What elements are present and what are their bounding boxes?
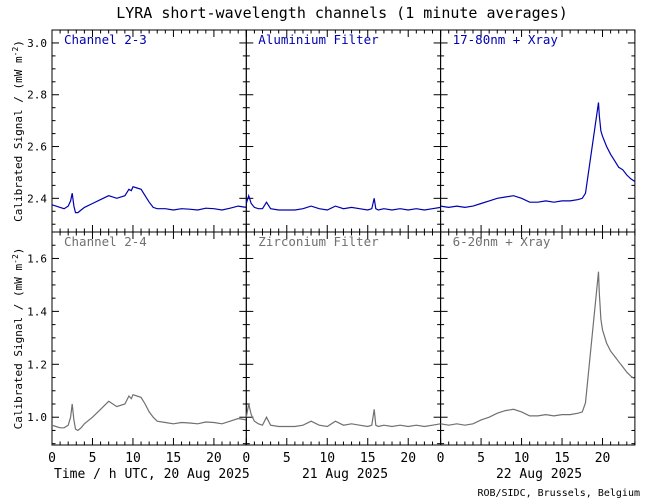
chart-title: LYRA short-wavelength channels (1 minute…	[116, 4, 568, 22]
credit-text: ROB/SIDC, Brussels, Belgium	[477, 488, 640, 499]
panel-1-1: Zirconium Filter	[245, 231, 442, 446]
x-tick-label: 15	[360, 451, 376, 466]
panel-frame	[51, 231, 247, 446]
y-axis-label: Calibrated Signal / (mW m-2)	[11, 248, 25, 430]
y-axis-label-tail: )	[12, 248, 25, 255]
y-tick-label: 1.0	[27, 411, 47, 424]
panel-label: Channel 2-4	[64, 234, 147, 249]
x-tick-label: 15	[554, 451, 570, 466]
y-tick-label: 2.6	[27, 141, 47, 154]
x-tick-label: 10	[319, 451, 335, 466]
x-tick-label: 10	[514, 451, 530, 466]
x-tick-label: 0	[437, 451, 445, 466]
day-label-21: 21 Aug 2025	[302, 467, 388, 482]
y-axis-label-main: Calibrated Signal / (mW m	[12, 56, 25, 222]
y-axis-label-main: Calibrated Signal / (mW m	[12, 263, 25, 429]
series-line	[51, 393, 247, 432]
x-tick-label: 5	[283, 451, 291, 466]
y-tick-label: 1.6	[27, 252, 47, 265]
y-tick-label: 2.4	[27, 192, 47, 205]
x-tick-label: 0	[48, 451, 56, 466]
y-axis-label-sup: -2	[11, 254, 20, 264]
series-line	[51, 185, 247, 214]
x-tick-label: 20	[595, 451, 611, 466]
panel-label: Channel 2-3	[64, 32, 147, 47]
series-line	[440, 102, 636, 209]
y-axis-label-tail: )	[12, 40, 25, 47]
panel-0-1: Aluminium Filter	[245, 29, 442, 233]
y-tick-label: 2.8	[27, 89, 47, 102]
series-line	[440, 271, 636, 426]
y-axis-label-sup: -2	[11, 47, 20, 57]
x-tick-label: 15	[166, 451, 182, 466]
x-tick-label: 5	[477, 451, 485, 466]
panel-0-0: Channel 2-3	[51, 29, 247, 233]
panel-label: Zirconium Filter	[258, 234, 379, 249]
y-tick-label: 1.4	[27, 305, 47, 318]
x-tick-label: 20	[400, 451, 416, 466]
panel-1-2: 6-20nm + Xray	[440, 231, 636, 446]
panel-frame	[245, 231, 442, 446]
panel-label: 6-20nm + Xray	[453, 234, 551, 249]
x-tick-label: 0	[242, 451, 250, 466]
panel-0-2: 17-80nm + Xray	[440, 29, 636, 233]
panel-1-0: Channel 2-4	[51, 231, 247, 446]
x-tick-label: 20	[206, 451, 222, 466]
y-axis-label: Calibrated Signal / (mW m-2)	[11, 40, 25, 222]
day-label-22: 22 Aug 2025	[496, 467, 582, 482]
y-tick-label: 1.2	[27, 358, 47, 371]
y-tick-label: 3.0	[27, 37, 47, 50]
x-tick-label: 10	[125, 451, 141, 466]
panel-label: Aluminium Filter	[258, 32, 379, 47]
series-line	[245, 403, 441, 428]
panel-label: 17-80nm + Xray	[453, 32, 559, 47]
panel-frame	[245, 29, 442, 233]
x-axis-label: Time / h UTC, 20 Aug 2025	[54, 467, 250, 482]
x-tick-label: 5	[89, 451, 97, 466]
series-line	[245, 193, 441, 211]
